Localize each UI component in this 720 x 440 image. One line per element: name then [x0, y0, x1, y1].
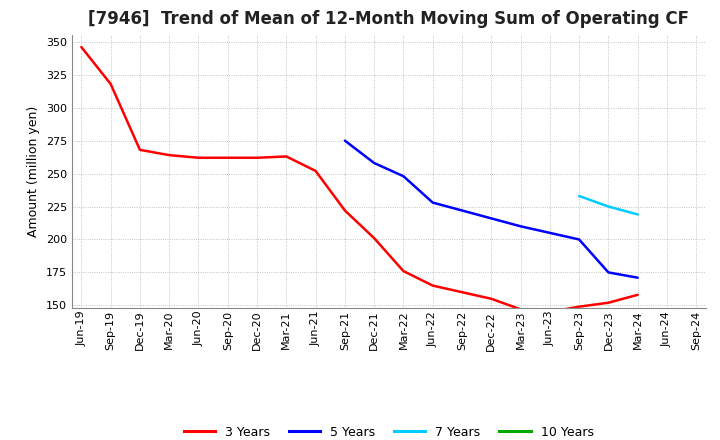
Legend: 3 Years, 5 Years, 7 Years, 10 Years: 3 Years, 5 Years, 7 Years, 10 Years	[179, 421, 598, 440]
Y-axis label: Amount (million yen): Amount (million yen)	[27, 106, 40, 237]
Title: [7946]  Trend of Mean of 12-Month Moving Sum of Operating CF: [7946] Trend of Mean of 12-Month Moving …	[89, 10, 689, 28]
